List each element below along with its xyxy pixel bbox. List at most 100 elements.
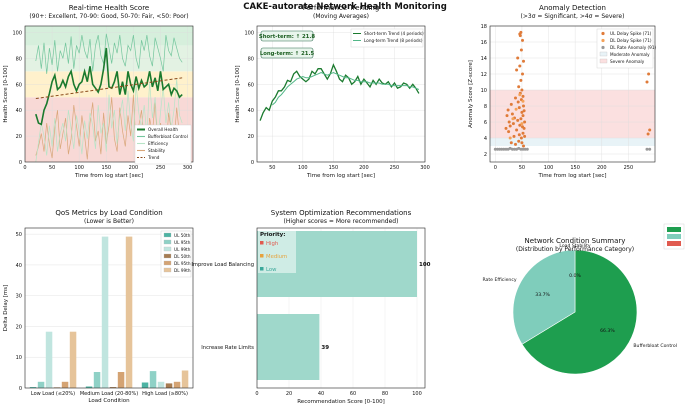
anomaly-point [517,139,521,143]
anomaly-legend: UL Delay Spike (71) DL Delay Spike (71) DL… [596,28,656,69]
anomaly-point [521,72,524,76]
anomaly-point [517,85,521,89]
perf-series-line [271,72,420,106]
qos-bar [93,372,101,388]
anomaly-point [521,94,525,98]
anomaly-legend-label: Severe Anomaly [610,59,645,64]
qos-bar [45,331,53,388]
recs-value-label: 39 [321,345,329,351]
qos-subtitle: (Lower is Better) [84,218,134,225]
anomaly-point [647,72,651,76]
anomaly-point [521,147,525,151]
anomaly-xtick-label: 50 [519,165,525,171]
anomaly-point [506,108,510,112]
anomaly-point [516,56,520,60]
anomaly-point [521,38,524,42]
qos-legend-label: DL 50th [174,254,191,259]
perf-title: Performance Trending [303,4,380,12]
anomaly-subtitle: (>3σ = Significant, >4σ = Severe) [521,13,625,20]
anomaly-point [517,106,521,110]
anomaly-point [519,147,523,151]
recs-xtick-label: 100 [412,391,422,397]
anomaly-point [520,141,524,145]
qos-legend-label: DL 99th [174,268,191,273]
anomaly-point [493,147,497,151]
health-frame [24,25,194,163]
qos-bar [165,383,173,388]
perf-legend-label: Long-term Trend (8 periods) [364,38,423,43]
recs-priority-swatch [260,254,264,258]
qos-bar [125,236,133,388]
perf-frame [256,25,426,163]
anomaly-point [511,117,515,121]
anomaly-point [648,128,652,132]
perf-legend-label: Short-term Trend (4 periods) [364,31,424,36]
anomaly-point [519,48,523,52]
qos-axes: 0 10 20 30 40 50 Low Load (≤20%) Medium Load (2… [3,227,194,404]
health-ylabel: Health Score [0-100] [3,65,9,122]
health-series-line [35,47,183,126]
summary-legend-patch [667,241,681,246]
recs-xlabel: Recommendation Score [0-100] [297,399,385,405]
anomaly-point [512,134,516,138]
anomaly-point [505,114,509,118]
qos-bar [29,387,37,388]
health-xlabel: Time from log start [sec] [74,173,143,179]
summary-slice-pct: 0.0% [569,273,581,279]
qos-bar [101,236,109,388]
recs-priority-label: Medium [266,254,287,260]
health-xtick-label: 100 [74,165,84,171]
anomaly-point [521,114,525,118]
qos-legend-label: DL 95th [174,261,191,266]
anomaly-ytick-label: 8 [484,104,487,110]
qos-bar [61,381,69,388]
qos-legend-label: UL 99th [174,247,191,252]
qos-legend-patch [163,260,172,266]
anomaly-point [522,104,525,108]
anomaly-ytick-label: 6 [484,120,487,126]
recs-xtick-label: 80 [382,391,388,397]
summary-slice-pct: 66.3% [600,328,615,334]
summary-legend-patch [667,234,681,239]
anomaly-legend-label: UL Delay Spike (71) [610,31,652,36]
health-ytick-label: 100 [12,30,22,36]
anomaly-point [507,130,511,134]
perf-legend-box [350,28,424,48]
qos-title: QoS Metrics by Load Condition [55,209,162,217]
anomaly-point [504,126,508,130]
health-xtick-label: 250 [156,165,166,171]
anomaly-point [519,136,523,140]
recs-category-label: Improve Load Balancing [191,262,254,268]
anomaly-point [519,117,523,121]
anomaly-point [645,80,649,84]
qos-legend-patch [163,267,172,273]
anomaly-point [522,59,525,63]
perf-ytick-label: 40 [248,108,254,114]
qos-ytick-label: 30 [16,294,22,300]
qos-bar [85,386,93,388]
recs-xtick-label: 0 [255,391,258,397]
anomaly-point [520,122,524,126]
qos-ylabel: Delta Delay [ms] [3,285,9,331]
recs-subtitle: (Higher scores = More recommended) [284,218,399,225]
anomaly-ytick-label: 2 [484,152,487,158]
summary-slice-label: Load Stability [559,243,591,249]
anomaly-point [518,123,522,127]
anomaly-point [507,120,511,124]
anomaly-legend-label: DL Rate Anomaly (91) [610,45,656,50]
anomaly-point [525,147,529,151]
recs-title: System Optimization Recommendations [271,209,412,217]
perf-legend: Short-term Trend (4 periods) Long-term Tr… [350,28,424,48]
anomaly-point [522,126,526,130]
health-xtick-label: 50 [49,165,55,171]
qos-bar [69,331,77,388]
perf-ylabel: Health Score [0-100] [235,65,241,122]
qos-xlabel: Load Condition [88,398,130,404]
qos-bar [37,381,45,388]
health-title: Real-time Health Score [69,4,149,12]
anomaly-xtick-label: 100 [544,165,554,171]
qos-frame [24,227,194,389]
perf-axes: 50 100 150 200 250 300 0 20 40 60 80 100 Time from l… [235,25,430,179]
perf-xlabel: Time from log start [sec] [306,173,375,179]
